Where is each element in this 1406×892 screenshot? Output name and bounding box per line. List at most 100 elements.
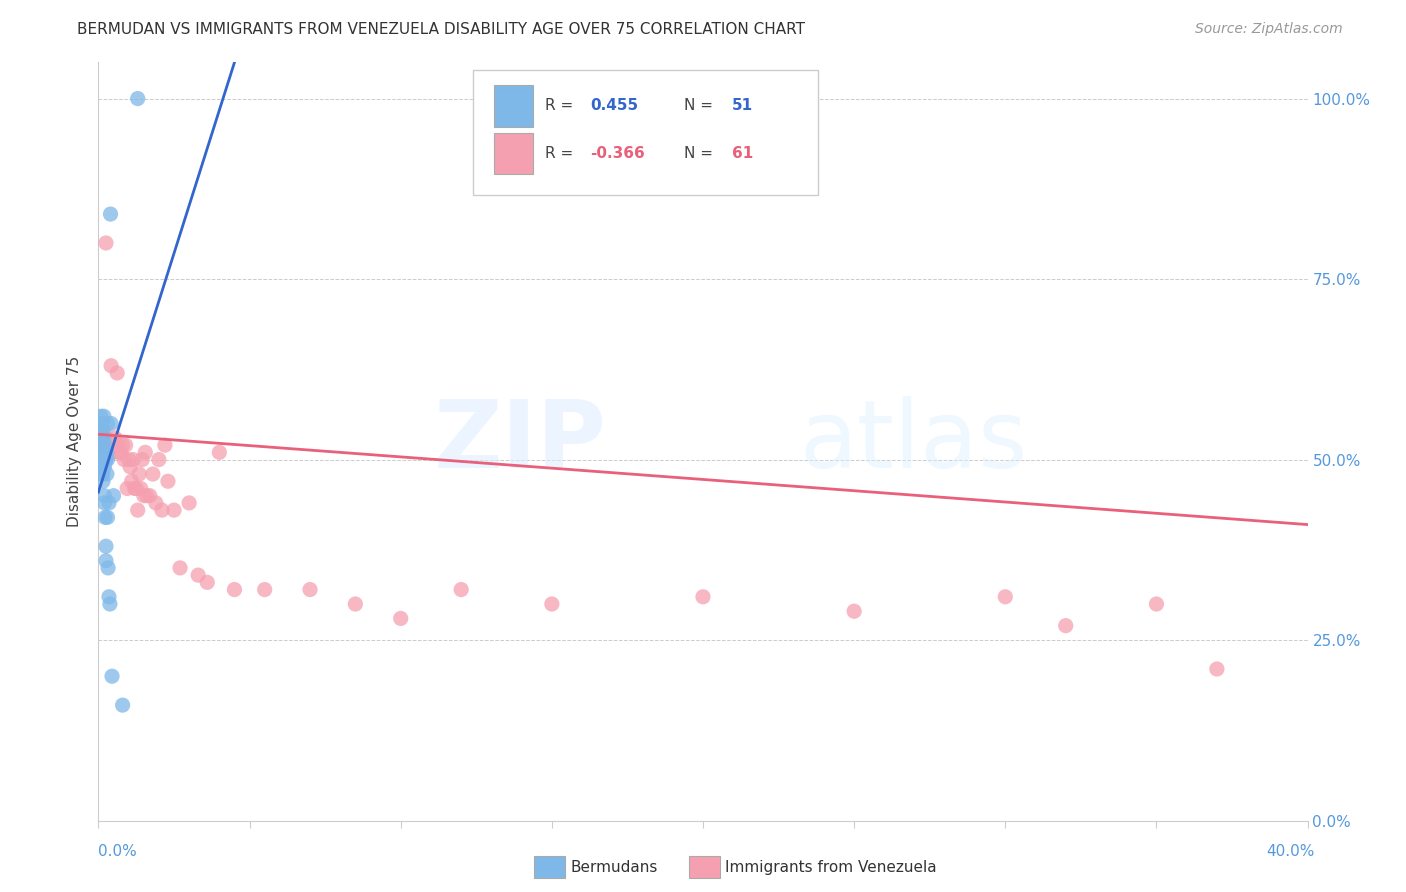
Point [105,438,128,452]
Point [91,475,114,489]
Point [111,698,134,712]
Text: N =: N = [683,146,717,161]
Point [1144,597,1167,611]
Point [91,417,114,431]
Point [692,590,714,604]
Text: R =: R = [544,146,578,161]
Point [96,467,118,481]
Point [132,489,155,503]
Point [299,582,322,597]
Point [90,438,112,452]
Point [90,467,112,481]
Point [103,438,125,452]
Point [124,482,146,496]
Point [90,409,112,424]
Point [91,452,114,467]
Point [103,445,125,459]
Point [97,561,120,575]
Text: 0.0%: 0.0% [98,845,138,859]
Point [91,438,114,452]
Point [120,459,142,474]
Point [169,561,191,575]
Point [224,582,246,597]
Point [208,445,231,459]
Point [101,669,124,683]
Point [94,235,117,250]
Point [101,438,124,452]
Point [90,445,112,459]
Text: Source: ZipAtlas.com: Source: ZipAtlas.com [1195,22,1343,37]
Text: atlas: atlas [800,395,1028,488]
Point [90,452,112,467]
Text: R =: R = [544,98,578,113]
Text: BERMUDAN VS IMMIGRANTS FROM VENEZUELA DISABILITY AGE OVER 75 CORRELATION CHART: BERMUDAN VS IMMIGRANTS FROM VENEZUELA DI… [77,22,806,37]
Point [94,539,117,553]
Point [98,438,121,452]
Point [110,445,132,459]
Point [121,475,143,489]
Point [142,467,165,481]
Point [125,482,148,496]
Point [96,431,118,445]
Text: ZIP: ZIP [433,395,606,488]
Point [93,431,115,445]
Point [93,496,115,510]
Point [94,452,117,467]
Point [90,459,112,474]
Point [195,575,218,590]
Point [90,424,112,438]
Point [91,452,114,467]
Point [135,489,157,503]
Point [450,582,472,597]
Point [179,496,201,510]
Point [344,597,367,611]
Point [94,554,117,568]
Point [139,489,162,503]
Point [253,582,276,597]
Point [111,438,134,452]
Point [91,438,114,452]
Y-axis label: Disability Age Over 75: Disability Age Over 75 [67,356,83,527]
Point [114,438,136,452]
Point [108,445,131,459]
Point [131,452,153,467]
Point [93,489,115,503]
Point [100,417,122,431]
Point [118,452,141,467]
Point [90,431,112,445]
Point [115,482,138,496]
Point [94,452,117,467]
Point [94,438,117,452]
Point [122,452,145,467]
Point [104,431,127,445]
Point [1206,662,1229,676]
Point [107,438,129,452]
Point [91,445,114,459]
Point [127,91,149,105]
Point [129,482,152,496]
Text: 51: 51 [733,98,754,113]
Point [128,467,150,481]
Point [96,445,118,459]
Point [89,452,111,467]
Point [93,445,115,459]
Text: 40.0%: 40.0% [1267,845,1315,859]
Point [90,438,112,452]
Point [98,590,121,604]
Point [100,207,122,221]
Point [96,417,118,431]
Point [91,431,114,445]
Point [994,590,1017,604]
Point [98,445,121,459]
FancyBboxPatch shape [494,85,533,127]
Point [127,503,149,517]
Point [93,438,115,452]
Point [100,438,122,452]
Point [93,409,115,424]
Text: 61: 61 [733,146,754,161]
Text: Bermudans: Bermudans [571,860,658,874]
Point [89,431,111,445]
Point [1054,618,1077,632]
Point [96,452,118,467]
Point [187,568,209,582]
